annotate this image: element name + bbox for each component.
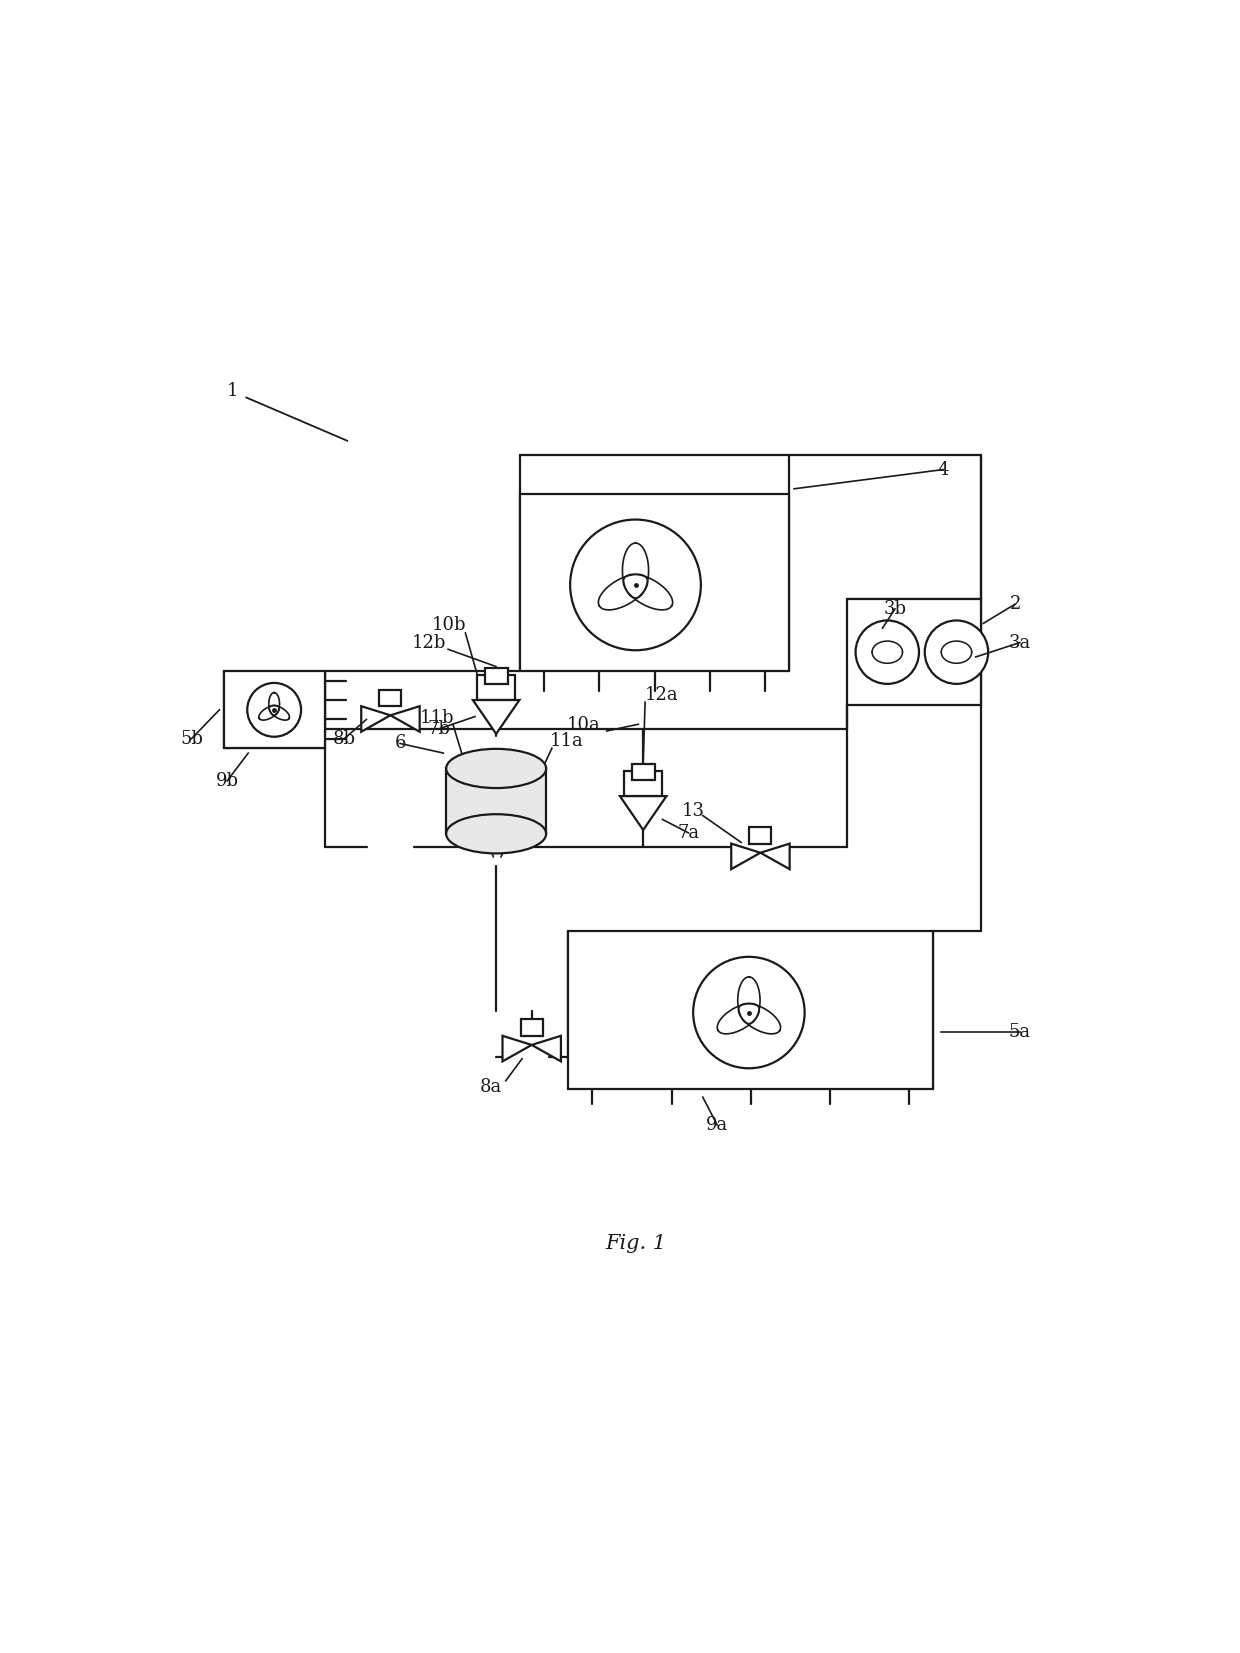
Text: 5b: 5b xyxy=(180,729,203,747)
Polygon shape xyxy=(361,706,391,732)
Bar xyxy=(446,769,546,833)
Text: 8a: 8a xyxy=(480,1078,502,1096)
Text: 1: 1 xyxy=(227,382,238,400)
Text: 9a: 9a xyxy=(706,1116,728,1134)
Circle shape xyxy=(570,519,701,650)
Polygon shape xyxy=(391,706,419,732)
Ellipse shape xyxy=(446,815,546,853)
Bar xyxy=(485,668,507,684)
Bar xyxy=(477,674,515,699)
Bar xyxy=(631,764,655,780)
Polygon shape xyxy=(532,1036,560,1061)
Text: 6: 6 xyxy=(394,734,405,752)
Polygon shape xyxy=(760,843,790,869)
Bar xyxy=(379,689,402,706)
Text: 3b: 3b xyxy=(883,600,906,618)
Bar xyxy=(624,770,662,797)
Text: 4: 4 xyxy=(937,461,949,479)
Circle shape xyxy=(925,620,988,684)
Polygon shape xyxy=(502,1036,532,1061)
Text: 7a: 7a xyxy=(677,823,699,841)
Polygon shape xyxy=(472,699,520,734)
Text: 12b: 12b xyxy=(412,633,446,651)
Polygon shape xyxy=(620,797,666,830)
Text: 9b: 9b xyxy=(216,772,238,790)
Text: 12a: 12a xyxy=(645,686,678,704)
Circle shape xyxy=(247,683,301,737)
Bar xyxy=(847,600,982,706)
Text: 3a: 3a xyxy=(1009,633,1030,651)
Text: 7b: 7b xyxy=(427,721,450,737)
Text: 5a: 5a xyxy=(1009,1023,1030,1041)
Text: 11a: 11a xyxy=(549,732,583,749)
Bar xyxy=(521,494,790,671)
Text: 2: 2 xyxy=(1009,595,1021,613)
Polygon shape xyxy=(732,843,760,869)
Ellipse shape xyxy=(446,749,546,788)
Circle shape xyxy=(693,957,805,1068)
Text: 13: 13 xyxy=(682,802,704,820)
Circle shape xyxy=(856,620,919,684)
Text: 10b: 10b xyxy=(432,617,466,635)
Text: 8b: 8b xyxy=(332,729,356,747)
Bar xyxy=(521,1020,543,1036)
Bar xyxy=(749,826,771,843)
Text: 11b: 11b xyxy=(419,709,454,727)
Bar xyxy=(224,671,325,749)
Text: 10a: 10a xyxy=(567,716,600,734)
Text: Fig. 1: Fig. 1 xyxy=(605,1233,666,1253)
Bar xyxy=(568,931,934,1089)
